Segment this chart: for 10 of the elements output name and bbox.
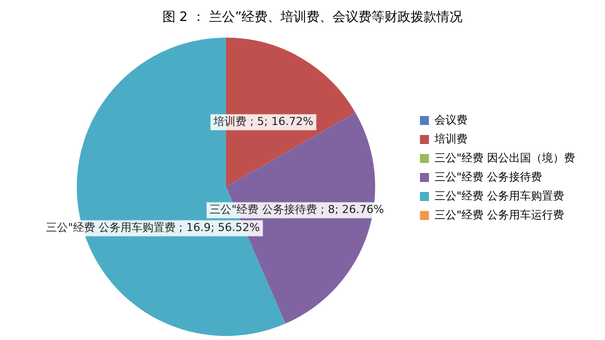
data-label: 三公"经费 公务用车购置费 ; 16.9; 56.52%: [46, 221, 260, 234]
legend-label: 三公"经费 公务用车运行费: [434, 208, 564, 222]
chart-title: 图 2 ： 兰公”经费、培训费、会议费等财政拨款情况: [162, 10, 463, 26]
legend-label: 三公"经费 公务用车购置费: [434, 189, 564, 202]
legend-label: 三公"经费 公务接待费: [434, 170, 542, 184]
legend-label: 会议费: [434, 113, 468, 126]
legend-label: 三公"经费 因公出国（境）费: [434, 151, 576, 164]
data-label: 三公"经费 公务接待费 ; 8; 26.76%: [210, 203, 384, 216]
data-label: 培训费 ; 5; 16.72%: [212, 115, 314, 128]
legend-label: 培训费: [433, 132, 468, 146]
